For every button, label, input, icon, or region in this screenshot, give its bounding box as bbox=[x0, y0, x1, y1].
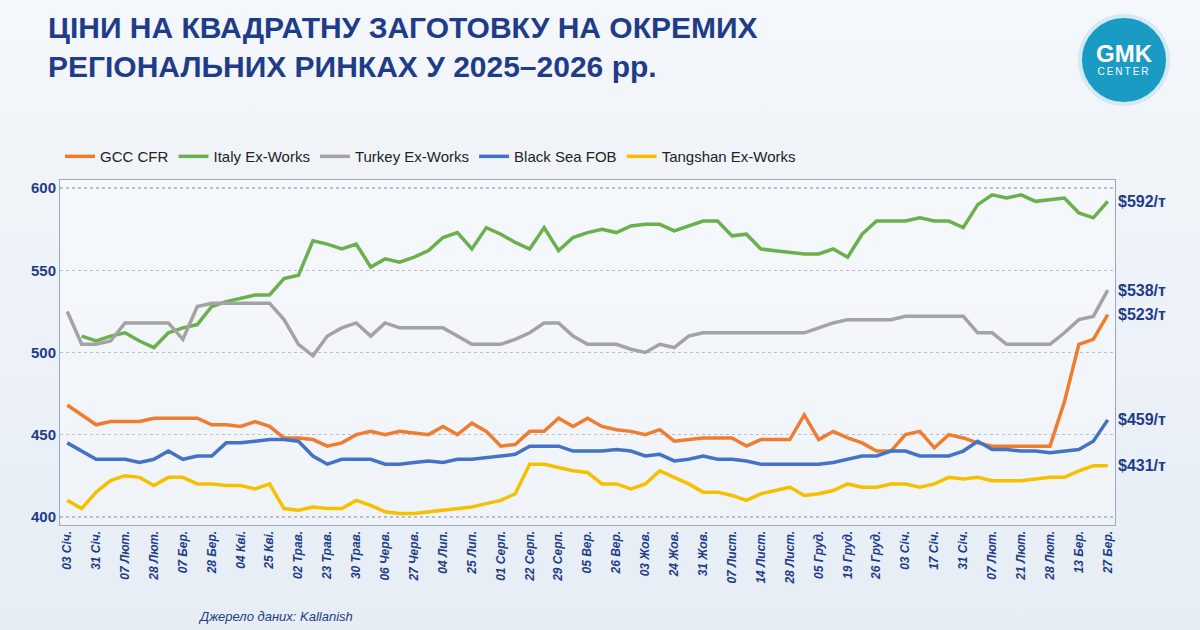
svg-text:07 Лист.: 07 Лист. bbox=[725, 531, 739, 584]
svg-text:21 Лют.: 21 Лют. bbox=[1014, 531, 1028, 581]
svg-text:25 Кві.: 25 Кві. bbox=[262, 531, 276, 570]
svg-text:03 Жов.: 03 Жов. bbox=[638, 531, 652, 577]
svg-text:24 Жов.: 24 Жов. bbox=[667, 531, 681, 578]
svg-text:27 Черв.: 27 Черв. bbox=[407, 531, 421, 582]
svg-text:23 Трав.: 23 Трав. bbox=[320, 531, 334, 580]
svg-text:17 Січ.: 17 Січ. bbox=[927, 531, 941, 570]
svg-text:13 Бер.: 13 Бер. bbox=[1072, 531, 1086, 574]
svg-text:30 Трав.: 30 Трав. bbox=[349, 531, 363, 579]
svg-text:07 Бер.: 07 Бер. bbox=[176, 531, 190, 574]
svg-text:04 Лип.: 04 Лип. bbox=[436, 531, 450, 574]
svg-text:500: 500 bbox=[31, 344, 56, 361]
svg-text:02 Трав.: 02 Трав. bbox=[291, 531, 305, 579]
svg-text:07 Лют.: 07 Лют. bbox=[118, 531, 132, 580]
svg-text:$523/т: $523/т bbox=[1118, 306, 1166, 323]
svg-text:05 Вер.: 05 Вер. bbox=[580, 531, 594, 574]
svg-text:06 Черв.: 06 Черв. bbox=[378, 531, 392, 581]
svg-text:19 Груд.: 19 Груд. bbox=[841, 531, 855, 579]
svg-text:29 Серп.: 29 Серп. bbox=[552, 531, 566, 582]
svg-text:31 Січ.: 31 Січ. bbox=[956, 531, 970, 570]
svg-text:28 Лют.: 28 Лют. bbox=[147, 531, 161, 581]
svg-text:Italy Ex-Works: Italy Ex-Works bbox=[213, 148, 309, 165]
svg-text:450: 450 bbox=[31, 426, 56, 443]
html-text:CENTER: CENTER bbox=[1097, 66, 1151, 77]
svg-text:600: 600 bbox=[31, 179, 56, 196]
svg-text:27 Бер.: 27 Бер. bbox=[1101, 531, 1115, 575]
svg-text:Tangshan Ex-Works: Tangshan Ex-Works bbox=[662, 148, 796, 165]
svg-text:$431/т: $431/т bbox=[1118, 457, 1166, 474]
html-text:GMK: GMK bbox=[1096, 40, 1152, 67]
svg-text:26 Груд.: 26 Груд. bbox=[869, 531, 883, 580]
svg-text:07 Лют.: 07 Лют. bbox=[985, 531, 999, 580]
svg-text:ЦІНИ НА КВАДРАТНУ ЗАГОТОВКУ НА: ЦІНИ НА КВАДРАТНУ ЗАГОТОВКУ НА ОКРЕМИХРЕ… bbox=[48, 11, 758, 83]
svg-text:05 Груд.: 05 Груд. bbox=[812, 531, 826, 579]
svg-text:22 Серп.: 22 Серп. bbox=[523, 531, 537, 582]
svg-text:03 Січ.: 03 Січ. bbox=[898, 531, 912, 570]
html-text:Джерело даних: Kallanish: Джерело даних: Kallanish bbox=[200, 609, 353, 624]
svg-text:28 Бер.: 28 Бер. bbox=[205, 531, 219, 575]
svg-text:$592/т: $592/т bbox=[1118, 193, 1166, 210]
svg-text:400: 400 bbox=[31, 508, 56, 525]
svg-text:31 Січ.: 31 Січ. bbox=[89, 531, 103, 570]
svg-text:550: 550 bbox=[31, 262, 56, 279]
svg-text:26 Вер.: 26 Вер. bbox=[609, 531, 623, 575]
svg-text:Black Sea FOB: Black Sea FOB bbox=[514, 148, 617, 165]
svg-text:14 Лист.: 14 Лист. bbox=[754, 531, 768, 584]
svg-text:$459/т: $459/т bbox=[1118, 411, 1166, 428]
svg-text:03 Січ.: 03 Січ. bbox=[60, 531, 74, 570]
svg-text:31 Жов.: 31 Жов. bbox=[696, 531, 710, 577]
svg-text:GCC CFR: GCC CFR bbox=[100, 148, 168, 165]
svg-text:Turkey Ex-Works: Turkey Ex-Works bbox=[355, 148, 469, 165]
svg-text:01 Серп.: 01 Серп. bbox=[494, 531, 508, 581]
svg-text:25 Лип.: 25 Лип. bbox=[465, 531, 479, 575]
svg-text:$538/т: $538/т bbox=[1118, 282, 1166, 299]
svg-text:28 Лют.: 28 Лют. bbox=[1043, 531, 1057, 581]
svg-text:28 Лист.: 28 Лист. bbox=[783, 531, 797, 585]
svg-text:04 Кві.: 04 Кві. bbox=[234, 531, 248, 569]
